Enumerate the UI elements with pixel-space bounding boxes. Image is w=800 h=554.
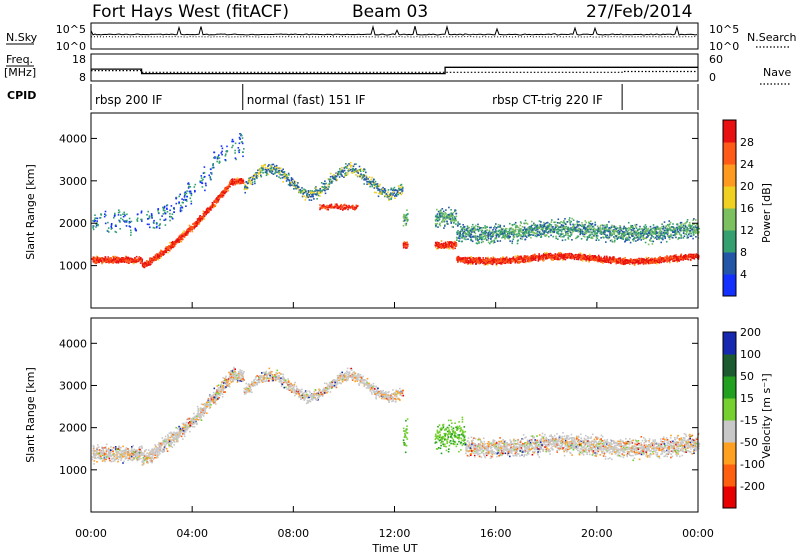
time-tick-label: 12:00 (379, 527, 411, 540)
freq-label: Freq. (6, 53, 33, 66)
colorbar-swatch (723, 208, 736, 231)
colorbar-tick-label: 24 (740, 158, 754, 171)
velocity-scatter (91, 366, 701, 466)
colorbar-swatch (723, 230, 736, 253)
nsky-label: N.Sky (6, 31, 38, 44)
colorbar-swatch (723, 164, 736, 187)
colorbar-tick-label: 4 (740, 268, 747, 281)
colorbar-tick-label: -50 (740, 436, 758, 449)
time-tick-label: 00:00 (682, 527, 714, 540)
colorbar-frame (722, 331, 737, 509)
range-tick-label: 2000 (59, 217, 87, 230)
date-title: 27/Feb/2014 (586, 2, 692, 22)
colorbar-swatch (723, 332, 736, 355)
nave-label: Nave (763, 66, 791, 79)
colorbar-tick-label: 16 (740, 202, 754, 215)
time-axis-label: Time UT (371, 542, 417, 554)
colorbar-swatch (723, 464, 736, 487)
range-tick-label: 3000 (59, 379, 87, 392)
velocity-y-axis: 1000 2000 3000 4000 (59, 337, 698, 477)
nsearch-line (90, 35, 698, 38)
colorbar-swatch (723, 420, 736, 443)
range-tick-label: 3000 (59, 175, 87, 188)
colorbar-swatch (723, 398, 736, 421)
velocity-panel-frame (90, 317, 699, 513)
colorbar-tick-label: -15 (740, 414, 758, 427)
colorbar-tick-label: 50 (740, 370, 754, 383)
freq-left-tick-bottom: 8 (79, 71, 86, 84)
colorbar-tick-label: 12 (740, 224, 754, 237)
colorbar-swatch (723, 186, 736, 209)
freq-line (91, 66, 698, 75)
cpid-segments: rbsp 200 IF normal (fast) 151 IF rbsp CT-t… (95, 84, 623, 110)
colorbar-tick-label: 20 (740, 180, 754, 193)
time-tick-label: 04:00 (176, 527, 208, 540)
freq-series (91, 66, 698, 75)
colorbar-swatch (723, 142, 736, 165)
power-ylabel: Slant Range [km] (24, 164, 37, 260)
time-tick-label: 16:00 (480, 527, 512, 540)
power-colorbar: 4 8 12 16 20 24 28 (722, 119, 754, 297)
cpid-label: CPID (7, 89, 36, 102)
colorbar-tick-label: 28 (740, 136, 754, 149)
velocity-ylabel: Slant Range [km] (24, 367, 37, 463)
velocity-colorbar: -200 -100 -50 -15 15 50 100 200 (722, 326, 765, 509)
colorbar-swatch (723, 376, 736, 399)
colorbar-tick-label: 8 (740, 246, 747, 259)
range-tick-label: 1000 (59, 260, 87, 273)
colorbar-tick-label: 15 (740, 392, 754, 405)
time-tick-label: 00:00 (75, 527, 107, 540)
cpid-segment-label: rbsp CT-trig 220 IF (492, 93, 603, 107)
beam-title: Beam 03 (352, 2, 428, 22)
colorbar-swatch (723, 442, 736, 465)
power-colorbar-label: Power [dB] (760, 183, 773, 243)
noise-panel-frame (90, 22, 699, 50)
colorbar-swatch (723, 120, 736, 143)
noise-right-tick-bottom: 10^0 (709, 40, 739, 53)
colorbar-tick-label: 100 (740, 348, 761, 361)
time-tick-label: 20:00 (581, 527, 613, 540)
nsearch-label: N.Search (747, 31, 797, 44)
nsky-line (90, 24, 698, 49)
range-tick-label: 2000 (59, 422, 87, 435)
noise-left-tick-top: 10^5 (56, 23, 86, 36)
colorbar-tick-label: -100 (740, 458, 765, 471)
colorbar-frame (722, 119, 737, 297)
cpid-segment-label: rbsp 200 IF (95, 93, 162, 107)
range-tick-label: 4000 (59, 337, 87, 350)
time-tick-label: 08:00 (277, 527, 309, 540)
cpid-segment-label: normal (fast) 151 IF (247, 93, 366, 107)
colorbar-swatch (723, 252, 736, 275)
colorbar-tick-label: 200 (740, 326, 761, 339)
colorbar-swatch (723, 274, 736, 297)
freq-unit-label: [MHz] (4, 66, 36, 79)
nave-line (91, 70, 698, 73)
colorbar-tick-label: -200 (740, 480, 765, 493)
range-tick-label: 1000 (59, 464, 87, 477)
power-scatter (91, 133, 701, 269)
noise-left-tick-bottom: 10^0 (56, 40, 86, 53)
colorbar-swatch (723, 354, 736, 377)
noise-right-tick-top: 10^5 (709, 23, 739, 36)
freq-left-tick-top: 18 (72, 53, 86, 66)
station-title: Fort Hays West (fitACF) (92, 2, 289, 22)
range-tick-label: 4000 (59, 132, 87, 145)
colorbar-swatch (723, 486, 736, 509)
freq-right-tick-top: 60 (709, 53, 723, 66)
velocity-colorbar-label: Velocity [m s⁻¹] (760, 373, 773, 458)
power-y-axis: 1000 2000 3000 4000 (59, 132, 698, 273)
time-x-axis: 00:00 04:00 08:00 12:00 16:00 20:00 00:00 (75, 302, 714, 540)
freq-right-tick-bottom: 0 (709, 71, 716, 84)
